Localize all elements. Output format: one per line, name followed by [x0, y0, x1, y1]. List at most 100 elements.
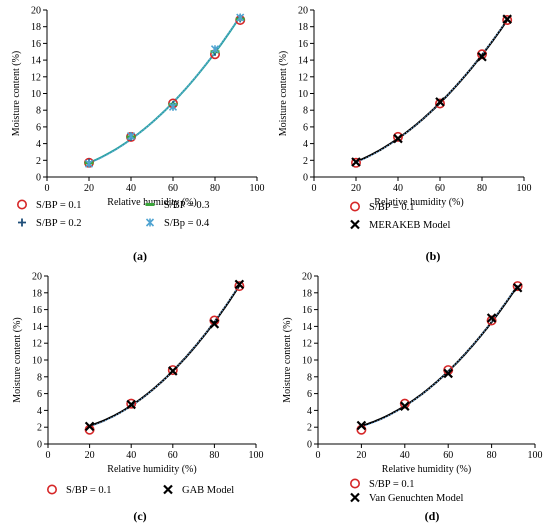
y-tick-label: 10 — [32, 356, 42, 367]
y-tick-label: 20 — [298, 6, 308, 17]
y-tick-label: 16 — [298, 39, 308, 50]
data-point — [434, 98, 445, 109]
x-axis-label: Relative humidity (%) — [382, 464, 471, 475]
y-tick-label: 0 — [37, 440, 42, 451]
x-tick-label: 60 — [443, 450, 453, 461]
panel-label: (d) — [425, 509, 440, 523]
data-point — [126, 132, 136, 141]
y-tick-label: 14 — [298, 56, 308, 67]
model-fit-curve — [88, 15, 242, 164]
y-tick-label: 16 — [302, 305, 312, 316]
legend: S/BP = 0.1 GAB Model — [46, 484, 234, 496]
legend-label: S/BP = 0.2 — [36, 218, 82, 229]
x-tick-label: 100 — [250, 183, 265, 194]
data-point — [502, 14, 512, 24]
legend-label: S/Bp = 0.4 — [164, 218, 210, 229]
legend-marker — [163, 484, 173, 495]
y-tick-label: 4 — [303, 139, 308, 150]
legend: S/BP = 0.1 S/BP = 0.3 S/BP = 0.2 S/Bp = 0.4 — [16, 199, 210, 229]
y-tick-label: 8 — [303, 106, 308, 117]
series-1 — [84, 279, 245, 432]
x-tick-label: 80 — [477, 183, 487, 194]
y-tick-label: 6 — [37, 389, 42, 400]
y-tick-label: 10 — [298, 89, 308, 100]
y-tick-label: 10 — [302, 356, 312, 367]
data-point — [393, 133, 403, 144]
legend-marker — [350, 492, 360, 503]
y-tick-label: 4 — [36, 139, 41, 150]
data-point — [502, 15, 513, 26]
x-tick-label: 40 — [393, 183, 403, 194]
y-tick-label: 4 — [307, 406, 312, 417]
y-tick-label: 8 — [307, 372, 312, 383]
legend-marker — [349, 201, 360, 212]
x-axis-label: Relative humidity (%) — [107, 197, 196, 208]
data-point — [126, 398, 137, 409]
data-point — [84, 159, 94, 168]
series-3 — [84, 13, 245, 168]
data-point — [351, 157, 361, 167]
chart-panel: 0 20 40 60 80 100 0 2 4 6 8 10 12 14 16 18 20 Relative hu… — [12, 272, 264, 524]
legend: S/BP = 0.1 Van Genuchten Model — [349, 478, 464, 504]
panel-label: (a) — [133, 249, 147, 263]
x-tick-label: 100 — [528, 450, 543, 461]
series-1 — [356, 282, 523, 431]
x-tick-label: 0 — [316, 450, 321, 461]
data-point — [210, 45, 220, 54]
y-tick-label: 20 — [302, 272, 312, 283]
legend-label: Van Genuchten Model — [369, 493, 464, 504]
y-tick-label: 18 — [32, 288, 42, 299]
y-tick-label: 8 — [37, 372, 42, 383]
data-point — [126, 399, 136, 410]
legend-label: S/BP = 0.1 — [369, 479, 415, 490]
y-tick-label: 8 — [36, 106, 41, 117]
x-tick-label: 100 — [249, 450, 264, 461]
data-point — [486, 313, 497, 323]
legend-marker — [18, 218, 26, 227]
y-tick-label: 0 — [303, 173, 308, 184]
data-point — [167, 365, 178, 376]
y-tick-label: 16 — [31, 39, 41, 50]
legend-label: GAB Model — [182, 485, 234, 496]
chart-panel: 0 20 40 60 80 100 0 2 4 6 8 10 12 14 16 18 20 Relative hu… — [278, 6, 532, 264]
data-point — [476, 49, 487, 60]
data-point — [512, 281, 523, 292]
y-tick-label: 18 — [298, 22, 308, 33]
data-point — [486, 315, 497, 326]
y-tick-label: 6 — [307, 389, 312, 400]
legend-marker — [145, 218, 155, 227]
chart-panel: 0 20 40 60 80 100 0 2 4 6 8 10 12 14 16 18 20 Relative hu… — [11, 6, 265, 264]
y-axis-label: Moisture content (%) — [11, 51, 22, 137]
y-tick-label: 6 — [36, 122, 41, 133]
y-tick-label: 20 — [31, 6, 41, 17]
y-tick-label: 2 — [307, 423, 312, 434]
y-axis-label: Moisture content (%) — [282, 317, 293, 403]
x-tick-label: 20 — [84, 183, 94, 194]
legend-marker — [350, 219, 360, 230]
y-tick-label: 0 — [307, 440, 312, 451]
chart-panel: 0 20 40 60 80 100 0 2 4 6 8 10 12 14 16 18 20 Relative hu… — [282, 272, 543, 524]
y-tick-label: 16 — [32, 305, 42, 316]
x-tick-label: 20 — [356, 450, 366, 461]
data-point — [477, 51, 487, 62]
y-tick-label: 18 — [31, 22, 41, 33]
series-1 — [85, 14, 245, 167]
x-tick-label: 80 — [487, 450, 497, 461]
legend-label: S/BP = 0.3 — [164, 200, 210, 211]
y-tick-label: 2 — [36, 156, 41, 167]
y-tick-label: 20 — [32, 272, 42, 283]
legend-marker — [349, 478, 360, 489]
x-tick-label: 20 — [85, 450, 95, 461]
y-tick-label: 6 — [303, 122, 308, 133]
data-point — [209, 319, 220, 329]
legend-marker — [16, 199, 27, 210]
legend-label: S/BP = 0.1 — [36, 200, 82, 211]
panel-label: (c) — [133, 509, 146, 523]
x-tick-label: 80 — [210, 183, 220, 194]
x-tick-label: 40 — [126, 450, 136, 461]
data-trace-line — [359, 286, 517, 428]
y-tick-label: 2 — [37, 423, 42, 434]
data-point — [350, 157, 361, 168]
x-tick-label: 20 — [351, 183, 361, 194]
y-tick-label: 12 — [302, 339, 312, 350]
